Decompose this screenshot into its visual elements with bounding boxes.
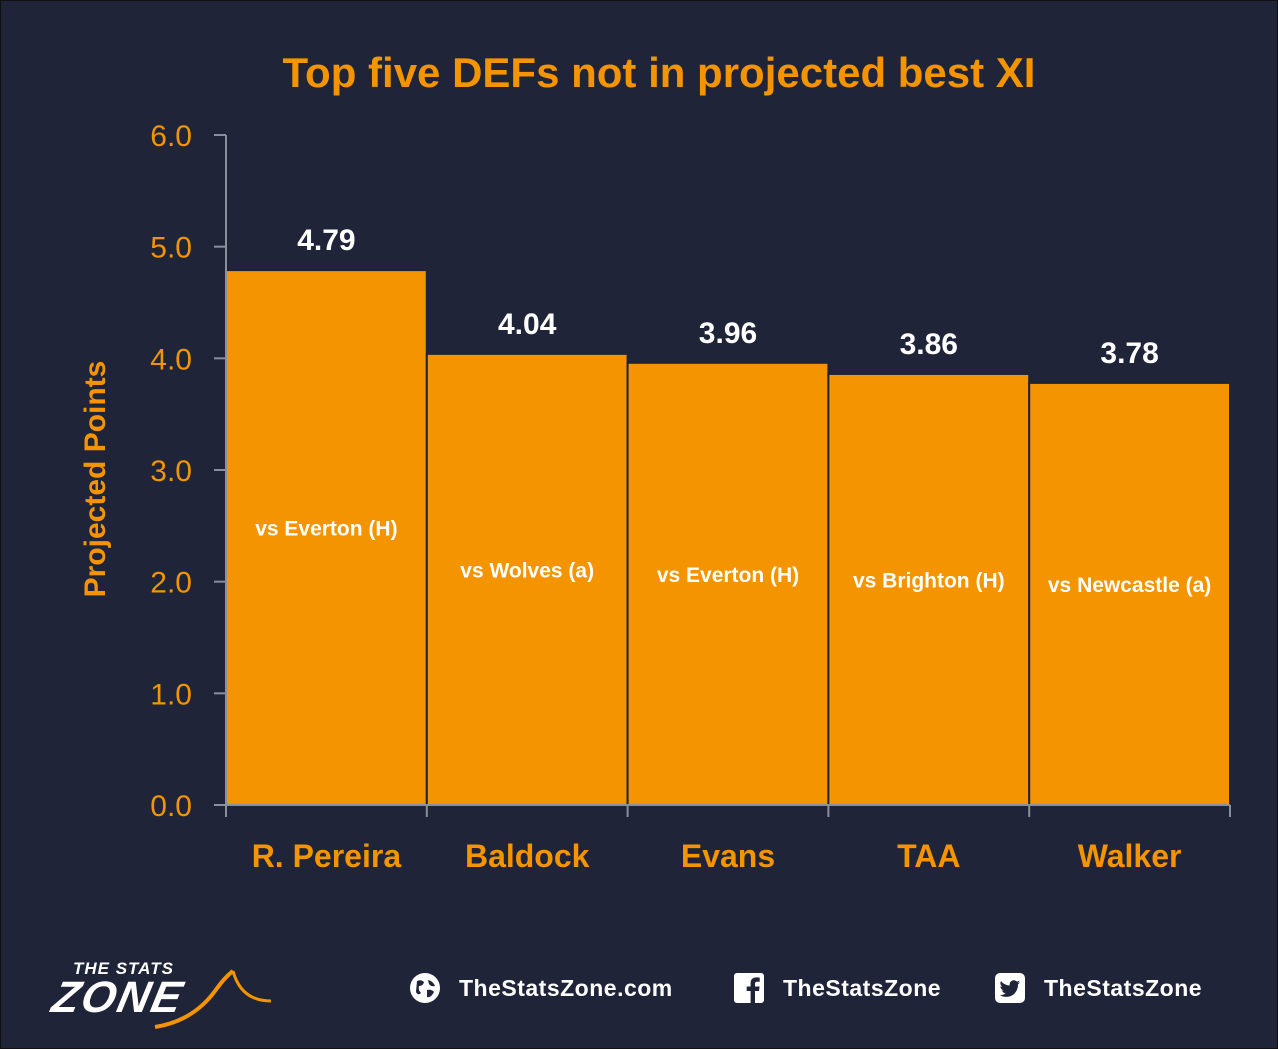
logo-swoosh-icon (154, 969, 272, 1029)
website-link[interactable]: TheStatsZone.com (409, 971, 673, 1005)
bar-3 (827, 372, 1031, 806)
twitter-icon (994, 972, 1026, 1004)
bar-2 (626, 361, 830, 806)
y-tick-label-4: 4.0 (150, 343, 192, 376)
facebook-link[interactable]: TheStatsZone (733, 971, 941, 1005)
y-tick-label-6: 6.0 (150, 120, 192, 153)
value-label-3: 3.86 (900, 328, 958, 361)
y-tick-label-5: 5.0 (150, 232, 192, 265)
stats-zone-logo: THE STATS ZONE (48, 955, 273, 1029)
twitter-link[interactable]: TheStatsZone (994, 971, 1202, 1005)
y-tick-label-0: 0.0 (150, 790, 192, 823)
footer: THE STATS ZONE TheStatsZone.com (1, 941, 1278, 1041)
facebook-text: TheStatsZone (783, 974, 942, 1001)
y-tick-label-3: 3.0 (150, 455, 192, 488)
fixture-label-0: vs Everton (H) (255, 518, 397, 541)
website-text: TheStatsZone.com (459, 974, 673, 1001)
category-label-0: R. Pereira (252, 838, 402, 874)
value-label-4: 3.78 (1100, 337, 1158, 370)
bar-1 (425, 352, 629, 806)
y-axis-label: Projected Points (79, 361, 112, 598)
logo-top-text: THE STATS (73, 959, 174, 978)
category-label-2: Evans (681, 838, 775, 874)
bar-0 (225, 269, 428, 807)
y-tick-label-2: 2.0 (150, 567, 192, 600)
chart-title: Top five DEFs not in projected best XI (283, 49, 1036, 96)
value-label-2: 3.96 (699, 317, 757, 350)
fixture-label-4: vs Newcastle (a) (1048, 574, 1211, 597)
category-label-3: TAA (897, 838, 960, 874)
twitter-text: TheStatsZone (1044, 974, 1203, 1001)
fixture-label-1: vs Wolves (a) (460, 559, 594, 582)
value-label-1: 4.04 (498, 308, 557, 341)
bar-chart: Top five DEFs not in projected best XI P… (79, 49, 1231, 874)
globe-icon (409, 972, 441, 1004)
category-label-4: Walker (1078, 838, 1182, 874)
y-tick-label-1: 1.0 (150, 678, 192, 711)
category-label-1: Baldock (465, 838, 590, 874)
fixture-label-3: vs Brighton (H) (853, 569, 1005, 592)
value-label-0: 4.79 (297, 224, 355, 257)
bar-4 (1028, 381, 1231, 806)
facebook-icon (733, 972, 765, 1004)
fixture-label-2: vs Everton (H) (657, 564, 799, 587)
